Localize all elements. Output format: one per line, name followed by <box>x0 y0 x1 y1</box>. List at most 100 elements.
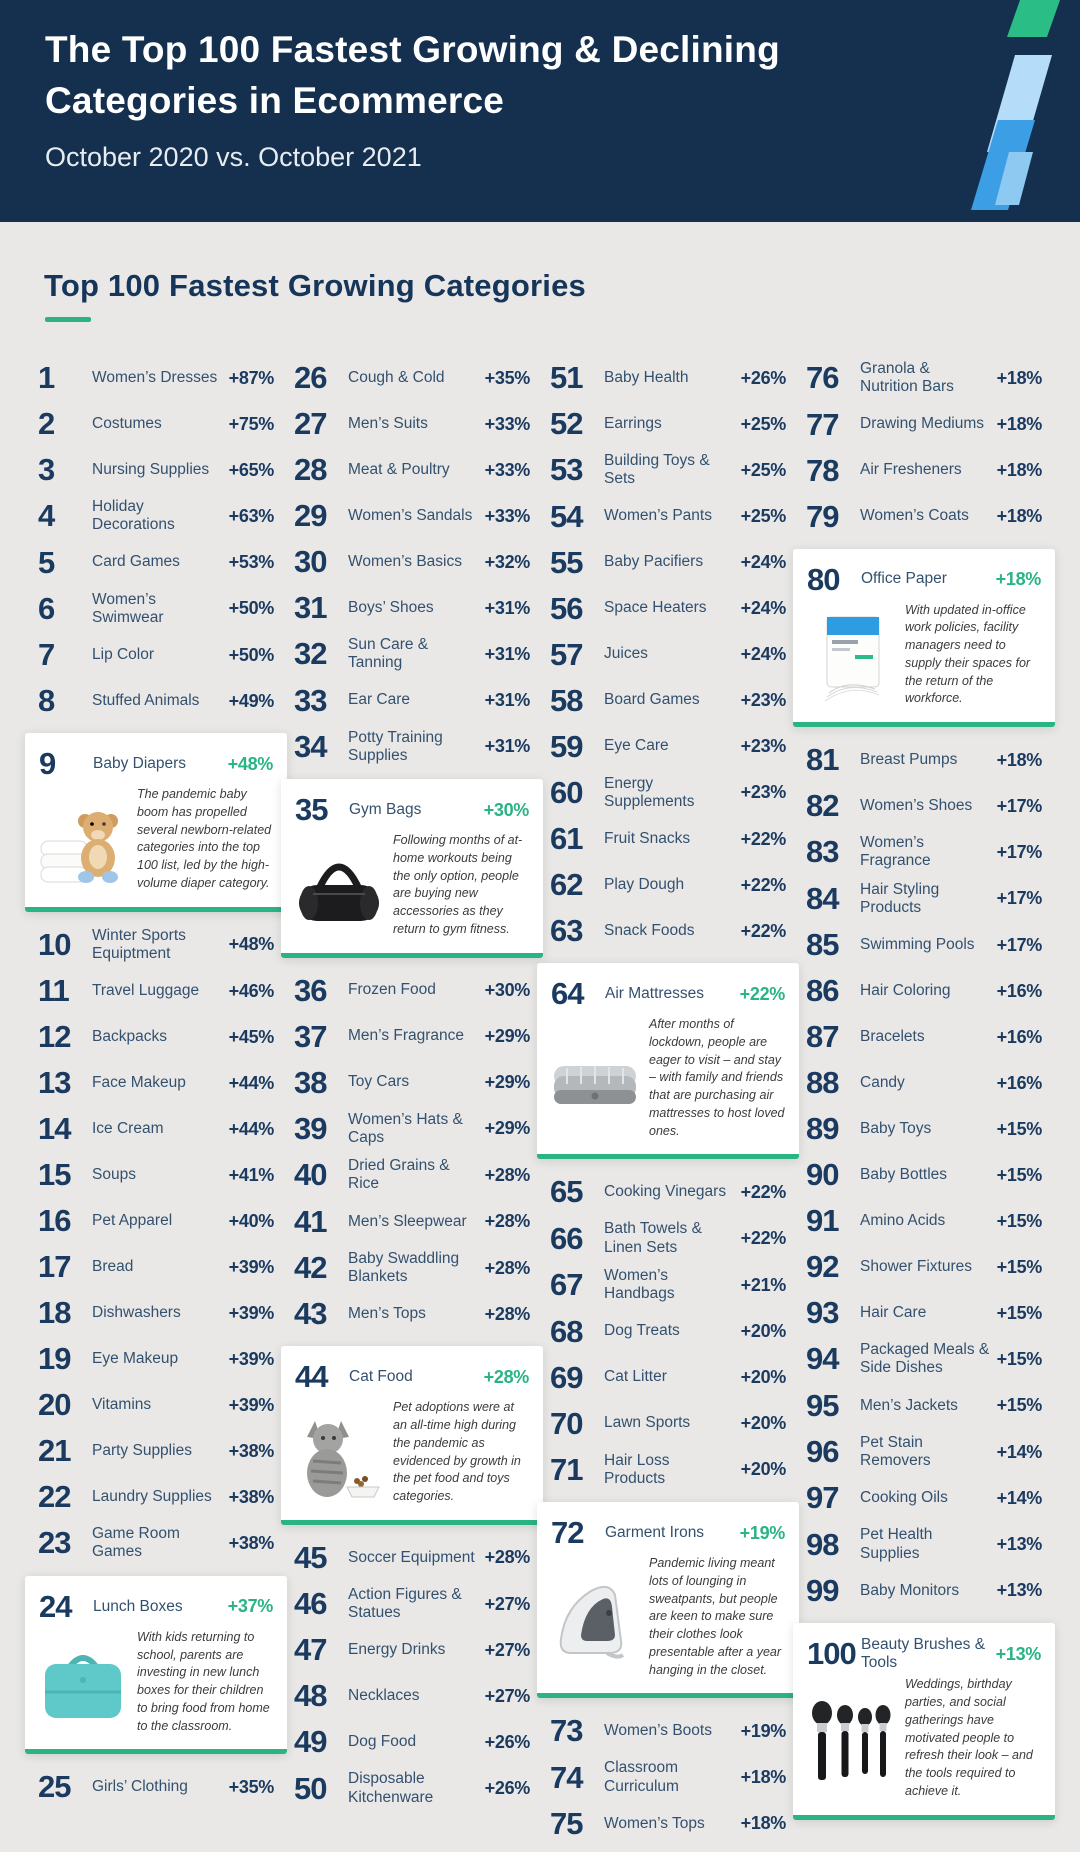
category-change: +38% <box>228 1532 275 1553</box>
category-rank: 33 <box>294 682 327 718</box>
category-row-28: 28 Meat & Poultry +33% <box>294 452 530 488</box>
category-rank: 37 <box>294 1018 327 1054</box>
category-name: Vitamins <box>92 1396 152 1414</box>
category-change: +35% <box>228 1776 275 1797</box>
category-name: Amino Acids <box>860 1212 946 1230</box>
office-paper-ream-image <box>807 607 895 703</box>
callout-description: Weddings, birthday parties, and social g… <box>905 1677 1033 1798</box>
category-rank: 45 <box>294 1539 327 1575</box>
category-row-70: 70 Lawn Sports +20% <box>550 1406 786 1442</box>
category-rank: 35 <box>295 792 328 828</box>
category-name: Energy Supplements <box>604 774 695 810</box>
category-rank: 16 <box>38 1203 71 1239</box>
callout-body: Weddings, birthday parties, and social g… <box>807 1676 1041 1800</box>
category-change: +22% <box>740 874 787 895</box>
category-name: Dried Grains & Rice <box>348 1157 450 1193</box>
category-rank: 83 <box>806 834 839 870</box>
category-row-29: 29 Women’s Sandals +33% <box>294 498 530 534</box>
category-name: Lunch Boxes <box>93 1597 183 1615</box>
category-change: +65% <box>228 459 275 480</box>
category-name: Pet Stain Removers <box>860 1433 931 1470</box>
column-3: 51 Baby Health +26% 52 Earrings +25% 53 Buildin… <box>537 360 799 1852</box>
category-name: Meat & Poultry <box>348 460 450 478</box>
category-rank: 17 <box>38 1249 71 1285</box>
category-row-93: 93 Hair Care +15% <box>806 1295 1042 1331</box>
category-change: +15% <box>996 1302 1043 1323</box>
category-change: +28% <box>484 1303 531 1324</box>
page-subtitle: October 2020 vs. October 2021 <box>45 142 422 173</box>
category-row-51: 51 Baby Health +26% <box>550 360 786 396</box>
category-row-67: 67 Women’s Handbags +21% <box>550 1267 786 1304</box>
category-row-35: 35 Gym Bags +30% <box>295 792 529 828</box>
category-change: +22% <box>740 828 787 849</box>
category-row-14: 14 Ice Cream +44% <box>38 1111 274 1147</box>
category-name: Baby Bottles <box>860 1166 948 1184</box>
category-row-77: 77 Drawing Mediums +18% <box>806 407 1042 443</box>
category-name: Hair Coloring <box>860 982 951 1000</box>
category-change: +13% <box>996 1580 1043 1601</box>
callout-description: Pandemic living meant lots of lounging i… <box>649 1556 782 1677</box>
category-rank: 89 <box>806 1111 839 1147</box>
category-row-23: 23 Game Room Games +38% <box>38 1525 274 1562</box>
category-change: +16% <box>996 980 1043 1001</box>
category-rank: 22 <box>38 1479 71 1515</box>
category-rank: 54 <box>550 498 583 534</box>
makeup-brushes-image <box>807 1691 895 1787</box>
category-change: +28% <box>484 1257 531 1278</box>
category-change: +28% <box>484 1547 531 1568</box>
category-rank: 10 <box>38 926 71 962</box>
callout-description: The pandemic baby boom has propelled sev… <box>137 787 272 890</box>
category-row-31: 31 Boys’ Shoes +31% <box>294 590 530 626</box>
category-name: Necklaces <box>348 1687 420 1705</box>
category-rank: 92 <box>806 1249 839 1285</box>
category-callout-card-72: 72 Garment Irons +19% Pandemic living meant… <box>537 1502 799 1699</box>
category-change: +41% <box>228 1164 275 1185</box>
category-row-55: 55 Baby Pacifiers +24% <box>550 545 786 581</box>
category-change: +24% <box>740 644 787 665</box>
category-row-2: 2 Costumes +75% <box>38 406 274 442</box>
category-change: +17% <box>996 795 1043 816</box>
category-rank: 15 <box>38 1157 71 1193</box>
category-row-79: 79 Women’s Coats +18% <box>806 499 1042 535</box>
garment-iron-image <box>551 1569 639 1665</box>
air-mattress-image <box>551 1030 639 1126</box>
category-name: Travel Luggage <box>92 982 200 1000</box>
category-rank: 52 <box>550 406 583 441</box>
category-row-74: 74 Classroom Curriculum +18% <box>550 1759 786 1796</box>
category-rank: 28 <box>294 452 327 487</box>
category-callout-card-24: 24 Lunch Boxes +37% With kids returning to … <box>25 1575 287 1755</box>
category-name: Cough & Cold <box>348 368 445 386</box>
category-name: Cat Food <box>349 1368 413 1386</box>
category-change: +46% <box>228 980 275 1001</box>
category-name: Air Mattresses <box>605 984 705 1002</box>
category-row-99: 99 Baby Monitors +13% <box>806 1573 1042 1609</box>
category-name: Men’s Jackets <box>860 1396 958 1414</box>
category-name: Lip Color <box>92 645 155 663</box>
category-name: Air Fresheners <box>860 461 962 479</box>
category-rank: 58 <box>550 682 583 718</box>
category-rank: 44 <box>295 1359 328 1395</box>
category-rank: 90 <box>806 1157 839 1193</box>
column-4: 76 Granola & Nutrition Bars +18% 77 Drawing … <box>793 360 1055 1835</box>
category-row-22: 22 Laundry Supplies +38% <box>38 1479 274 1515</box>
category-row-46: 46 Action Figures & Statues +27% <box>294 1586 530 1623</box>
category-name: Toy Cars <box>348 1073 410 1091</box>
category-rank: 96 <box>806 1434 839 1470</box>
category-change: +75% <box>228 413 275 434</box>
category-name: Baby Diapers <box>93 754 187 772</box>
category-change: +30% <box>483 799 530 820</box>
category-row-87: 87 Bracelets +16% <box>806 1019 1042 1055</box>
category-name: Men’s Sleepwear <box>348 1212 467 1230</box>
category-rank: 81 <box>806 742 839 778</box>
category-name: Building Toys & Sets <box>604 452 710 488</box>
category-rank: 53 <box>550 452 583 488</box>
category-row-76: 76 Granola & Nutrition Bars +18% <box>806 360 1042 397</box>
category-rank: 19 <box>38 1341 71 1377</box>
category-row-33: 33 Ear Care +31% <box>294 683 530 719</box>
category-rank: 36 <box>294 972 327 1008</box>
category-change: +45% <box>228 1026 275 1047</box>
category-name: Men’s Fragrance <box>348 1027 465 1045</box>
callout-description: Following months of at-home workouts bei… <box>393 833 523 936</box>
category-change: +15% <box>996 1164 1043 1185</box>
category-name: Breast Pumps <box>860 750 958 768</box>
